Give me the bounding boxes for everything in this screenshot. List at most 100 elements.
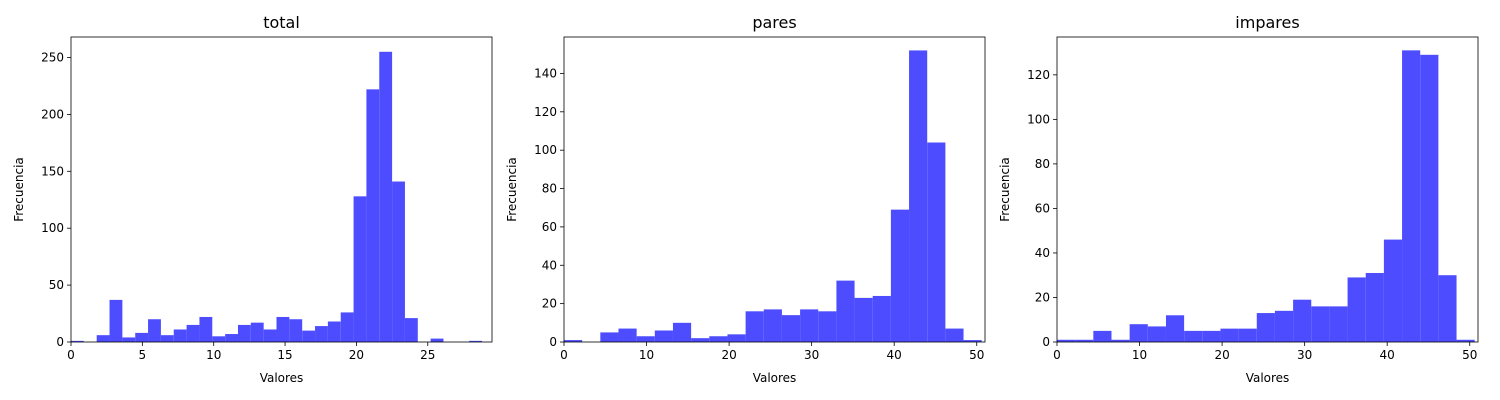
histogram-bar	[1311, 306, 1330, 342]
histogram-bar	[315, 326, 328, 342]
histogram-bar	[1075, 339, 1094, 342]
y-tick-label: 50	[49, 278, 64, 292]
x-tick-label: 10	[639, 348, 654, 362]
histogram-bar	[404, 318, 418, 342]
histogram-bar	[263, 329, 277, 342]
histogram-bar	[800, 309, 819, 342]
histogram-bar	[1147, 326, 1166, 342]
x-tick-label: 0	[67, 348, 75, 362]
x-tick-label: 25	[420, 348, 435, 362]
histogram-bar	[745, 311, 764, 342]
histogram-bar	[1347, 277, 1366, 342]
x-tick-label: 5	[139, 348, 147, 362]
x-tick-label: 15	[277, 348, 292, 362]
histogram-bar	[173, 329, 187, 342]
y-tick-label: 200	[41, 107, 64, 121]
x-tick-label: 20	[1214, 348, 1229, 362]
chart-title: pares	[752, 13, 796, 32]
axes-frame	[1056, 36, 1479, 343]
y-axis-label: Frecuencia	[12, 157, 26, 222]
x-tick-label: 50	[1462, 348, 1477, 362]
x-tick-label: 0	[560, 348, 568, 362]
x-tick-label: 10	[206, 348, 221, 362]
y-axis-label: Frecuencia	[505, 157, 519, 222]
histogram-bar	[250, 322, 264, 342]
histogram-bar	[618, 328, 637, 342]
x-tick-label: 40	[1380, 348, 1395, 362]
histogram-bar	[366, 89, 380, 342]
histogram-bar	[1129, 324, 1148, 342]
y-tick-label: 0	[56, 335, 64, 349]
y-tick-label: 0	[549, 335, 557, 349]
x-axis-label: Valores	[753, 371, 797, 385]
histogram-bar	[836, 280, 855, 342]
histogram-bar	[890, 209, 910, 342]
histogram-bar	[963, 340, 982, 342]
histogram-bar	[872, 295, 891, 342]
histogram-bar	[392, 181, 405, 342]
histogram-bar	[854, 297, 873, 342]
y-tick-label: 150	[41, 164, 64, 178]
histogram-bar	[1202, 330, 1221, 342]
histogram-bar	[71, 340, 84, 342]
histogram-bar	[469, 340, 483, 342]
histogram-bar	[1184, 330, 1203, 342]
y-tick-label: 80	[1035, 157, 1050, 171]
y-tick-label: 0	[1042, 335, 1050, 349]
histogram-bar	[564, 340, 583, 342]
histogram-bar	[186, 324, 200, 342]
histogram-bar	[302, 330, 316, 342]
histogram-bar	[909, 50, 928, 343]
histogram-bar	[763, 309, 782, 342]
x-tick-label: 0	[1053, 348, 1061, 362]
histogram-bar	[212, 336, 226, 342]
histogram-bar	[691, 338, 710, 342]
histogram-bar	[353, 196, 367, 342]
histogram-bar	[160, 335, 174, 342]
y-tick-label: 100	[1027, 112, 1050, 126]
y-tick-label: 20	[1035, 290, 1050, 304]
y-tick-label: 40	[542, 258, 557, 272]
histogram-bar	[1093, 330, 1112, 342]
histogram-bar	[818, 311, 837, 342]
histogram-bar	[1256, 313, 1275, 342]
histogram-bar	[379, 51, 393, 342]
y-tick-label: 20	[542, 297, 557, 311]
histogram-bar	[1402, 50, 1421, 343]
x-tick-label: 50	[969, 348, 984, 362]
histogram-bar	[672, 322, 692, 342]
histogram-bar	[199, 316, 213, 342]
histogram-bar	[289, 319, 303, 342]
histogram-bar	[1274, 310, 1294, 342]
histogram-bar	[727, 334, 746, 342]
histogram-bar	[1420, 54, 1439, 343]
histogram-bar	[1456, 339, 1475, 342]
histogram-bar	[340, 312, 354, 342]
x-axis-label: Valores	[1246, 371, 1290, 385]
chart-panel-impares: 0 10 20 30 40 50 0 20 40 60 80 100 120 impares Valores…	[998, 13, 1479, 385]
histogram-bar	[1293, 299, 1312, 342]
histogram-bar	[327, 321, 341, 342]
chart-panel-total: 0 5 10 15 20 25050100150200250totalValoresFre…	[12, 13, 493, 385]
histogram-bar	[781, 315, 801, 342]
y-tick-label: 40	[1035, 246, 1050, 260]
chart-panel-pares: 0 10 20 30 40 50 0 20 40 60 80 100 120 140 pares Valore…	[505, 13, 986, 385]
chart-title: total	[263, 13, 300, 32]
histogram-bar	[654, 330, 673, 342]
axes-frame	[563, 36, 986, 343]
histogram-bar	[1329, 306, 1348, 342]
histogram-bar	[109, 299, 123, 342]
histogram-bar	[709, 336, 728, 342]
histogram-bar	[636, 336, 655, 342]
y-tick-label: 140	[534, 66, 557, 80]
x-tick-label: 40	[887, 348, 902, 362]
y-tick-label: 250	[41, 50, 64, 64]
x-tick-label: 30	[1297, 348, 1312, 362]
y-tick-label: 80	[542, 182, 557, 196]
y-tick-label: 100	[41, 221, 64, 235]
histogram-bar	[945, 328, 964, 342]
histogram-bar	[135, 332, 149, 342]
histogram-bar	[276, 316, 290, 342]
y-tick-label: 60	[542, 220, 557, 234]
